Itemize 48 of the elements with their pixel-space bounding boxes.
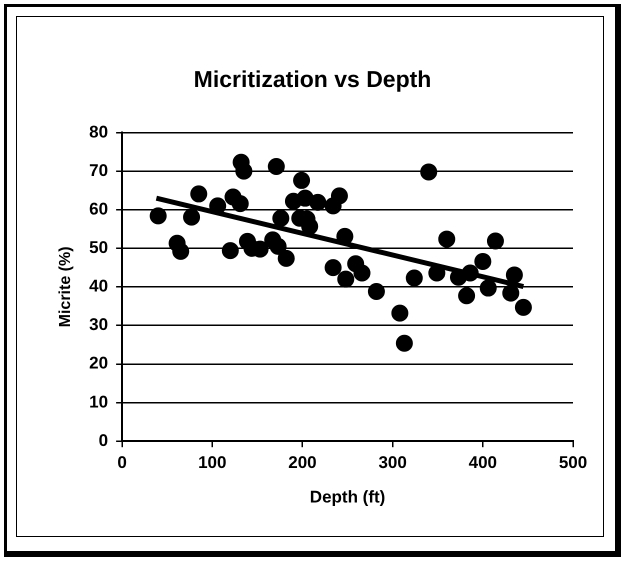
point	[514, 298, 532, 316]
y-tick-label: 20	[89, 354, 108, 373]
y-tick-label: 40	[89, 276, 108, 296]
x-tick-label: 100	[198, 453, 226, 472]
x-tick-label: 300	[378, 453, 407, 472]
point	[353, 264, 370, 282]
y-tick-label: 10	[89, 392, 108, 412]
point	[330, 187, 348, 204]
y-tick-label: 80	[89, 122, 108, 142]
point	[420, 163, 438, 180]
point	[293, 172, 310, 189]
point	[486, 232, 504, 250]
point	[235, 162, 252, 180]
point	[270, 238, 287, 255]
point	[278, 250, 295, 267]
y-tick-label: 0	[98, 430, 108, 450]
point	[222, 242, 239, 260]
x-tick-label: 400	[468, 453, 498, 472]
point	[150, 207, 167, 224]
point	[438, 230, 456, 248]
y-tick-label: 70	[89, 160, 108, 180]
point	[391, 304, 408, 322]
point	[268, 158, 285, 176]
point	[474, 252, 492, 270]
y-tick-label: 60	[89, 199, 108, 218]
point	[502, 284, 520, 302]
point	[368, 283, 385, 300]
point	[172, 242, 190, 260]
point	[190, 185, 208, 202]
point	[396, 334, 413, 352]
x-tick-label: 0	[117, 453, 127, 472]
point	[337, 270, 354, 288]
y-tick-label: 30	[89, 315, 108, 334]
y-tick-label: 50	[89, 238, 108, 258]
x-axis-title: Depth (ft)	[310, 487, 386, 506]
chart-title: Micritization vs Depth	[194, 66, 432, 92]
point	[324, 259, 342, 276]
point	[406, 270, 423, 287]
x-tick-label: 500	[558, 453, 588, 472]
y-axis-title: Micrite (%)	[57, 246, 74, 328]
point	[183, 208, 200, 226]
point	[232, 195, 249, 212]
x-tick-label: 200	[288, 453, 317, 472]
point	[480, 280, 497, 297]
point	[272, 210, 290, 227]
point	[309, 194, 326, 211]
point	[458, 287, 476, 304]
point	[506, 266, 523, 284]
